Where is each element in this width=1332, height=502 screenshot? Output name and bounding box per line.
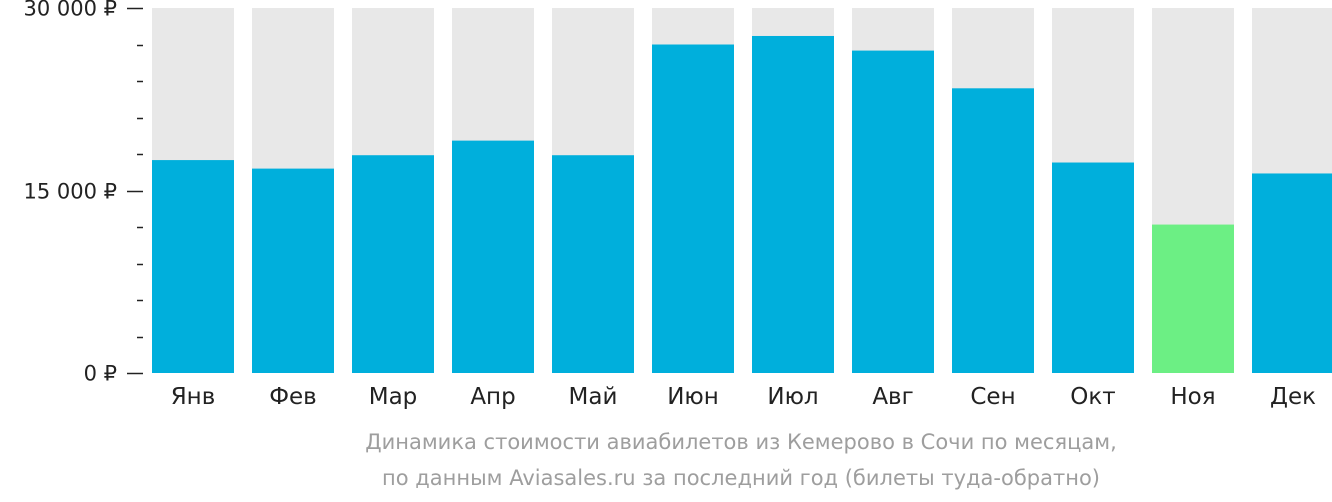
bar: [152, 160, 234, 373]
y-tick-label: 30 000 ₽: [23, 0, 117, 21]
price-bar-chart: 0 ₽ 15 000 ₽ 30 000 ₽ Янв Фев Мар Апр Май Июн Июл…: [23, 0, 1332, 410]
bar: [552, 155, 634, 373]
x-tick-label: Авг: [872, 384, 913, 410]
bar: [452, 140, 534, 373]
bar: [252, 168, 334, 373]
chart-caption-line-2: по данным Aviasales.ru за последний год …: [382, 466, 1100, 490]
bar: [652, 44, 734, 373]
x-tick-label: Ноя: [1170, 384, 1215, 410]
bar: [752, 35, 834, 373]
bar: [852, 50, 934, 373]
x-tick-label: Фев: [269, 384, 317, 410]
x-tick-label: Апр: [470, 384, 515, 410]
y-tick-label: 15 000 ₽: [23, 180, 117, 204]
bar: [1252, 173, 1332, 373]
x-tick-label: Май: [569, 384, 618, 410]
x-tick-label: Июн: [667, 384, 719, 410]
x-tick-label: Июл: [767, 384, 818, 410]
x-tick-label: Дек: [1270, 384, 1316, 410]
x-tick-label: Окт: [1070, 384, 1115, 410]
x-tick-label: Янв: [171, 384, 216, 410]
y-tick-label: 0 ₽: [84, 362, 117, 386]
chart-caption-line-1: Динамика стоимости авиабилетов из Кемеро…: [365, 430, 1117, 454]
x-tick-label: Мар: [369, 384, 418, 410]
bar: [1152, 224, 1234, 373]
bar: [1052, 162, 1134, 373]
bar: [952, 88, 1034, 374]
x-tick-label: Сен: [970, 384, 1015, 410]
bar: [352, 155, 434, 373]
